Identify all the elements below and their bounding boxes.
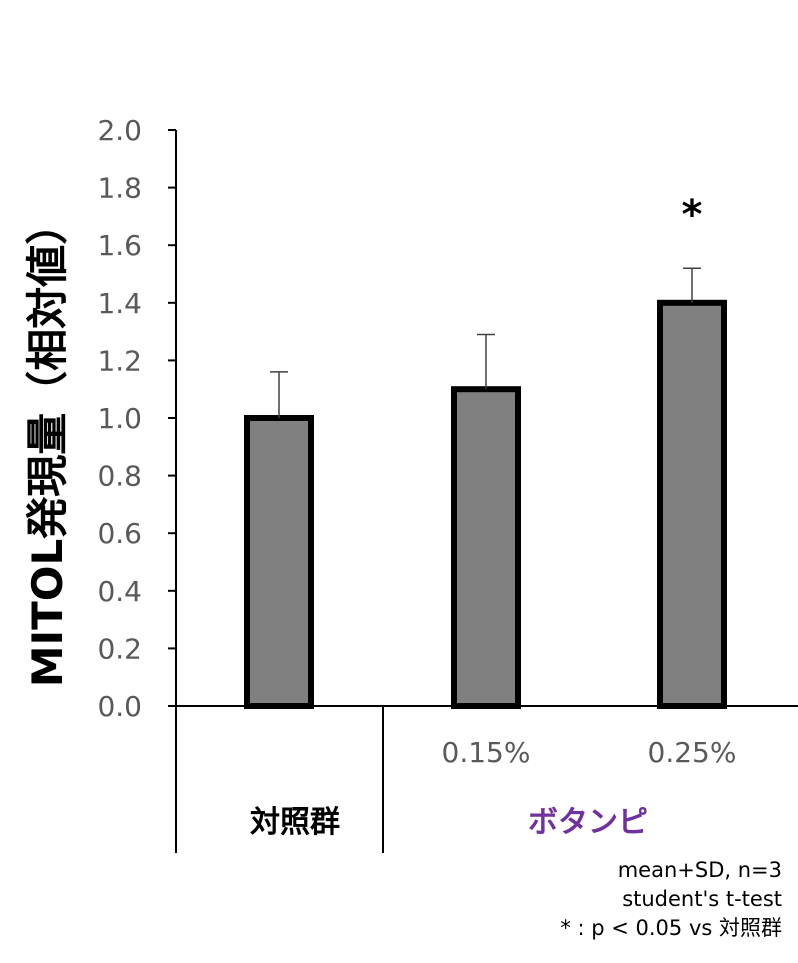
y-tick-label: 1.8 — [97, 172, 142, 205]
bars — [244, 299, 727, 709]
x-tick-labels: 0.15% 0.25% — [442, 736, 737, 769]
group-label-control: 対照群 — [250, 805, 340, 840]
y-tick-label: 1.4 — [97, 287, 142, 320]
group-label-botanpi: ボタンピ — [528, 805, 648, 840]
x-tick-label: 0.25% — [648, 736, 737, 769]
y-tick-label: 0.8 — [97, 460, 142, 493]
significance-marker: * — [682, 192, 703, 238]
y-tick-label: 2.0 — [97, 114, 142, 147]
y-axis-label-group: MITOL発現量（相対値） — [23, 203, 72, 688]
axes — [175, 130, 798, 853]
error-bars — [270, 267, 701, 418]
significance-markers: * — [682, 192, 703, 238]
y-tick-label: 1.6 — [97, 229, 142, 262]
footnote-stats: mean+SD, n=3 — [617, 858, 782, 882]
y-tick-label: 0.4 — [97, 575, 142, 608]
y-tick-labels: 0.0 0.2 0.4 0.6 0.8 1.0 1.2 1.4 1.6 1.8 2.0 — [97, 114, 176, 723]
bar — [657, 299, 727, 709]
bar — [244, 415, 314, 709]
footnote-test: student's t-test — [622, 887, 782, 911]
y-axis-label: MITOL発現量（相対値） — [23, 203, 72, 688]
y-tick-label: 0.0 — [97, 690, 142, 723]
footnotes: mean+SD, n=3 student's t-test * : p < 0.… — [560, 856, 782, 943]
y-tick-label: 0.2 — [97, 632, 142, 665]
y-tick-label: 1.2 — [97, 344, 142, 377]
y-tick-label: 1.0 — [97, 402, 142, 435]
bar — [451, 386, 521, 709]
x-tick-label: 0.15% — [442, 736, 531, 769]
y-tick-label: 0.6 — [97, 517, 142, 550]
footnote-significance: * : p < 0.05 vs 対照群 — [560, 916, 782, 940]
